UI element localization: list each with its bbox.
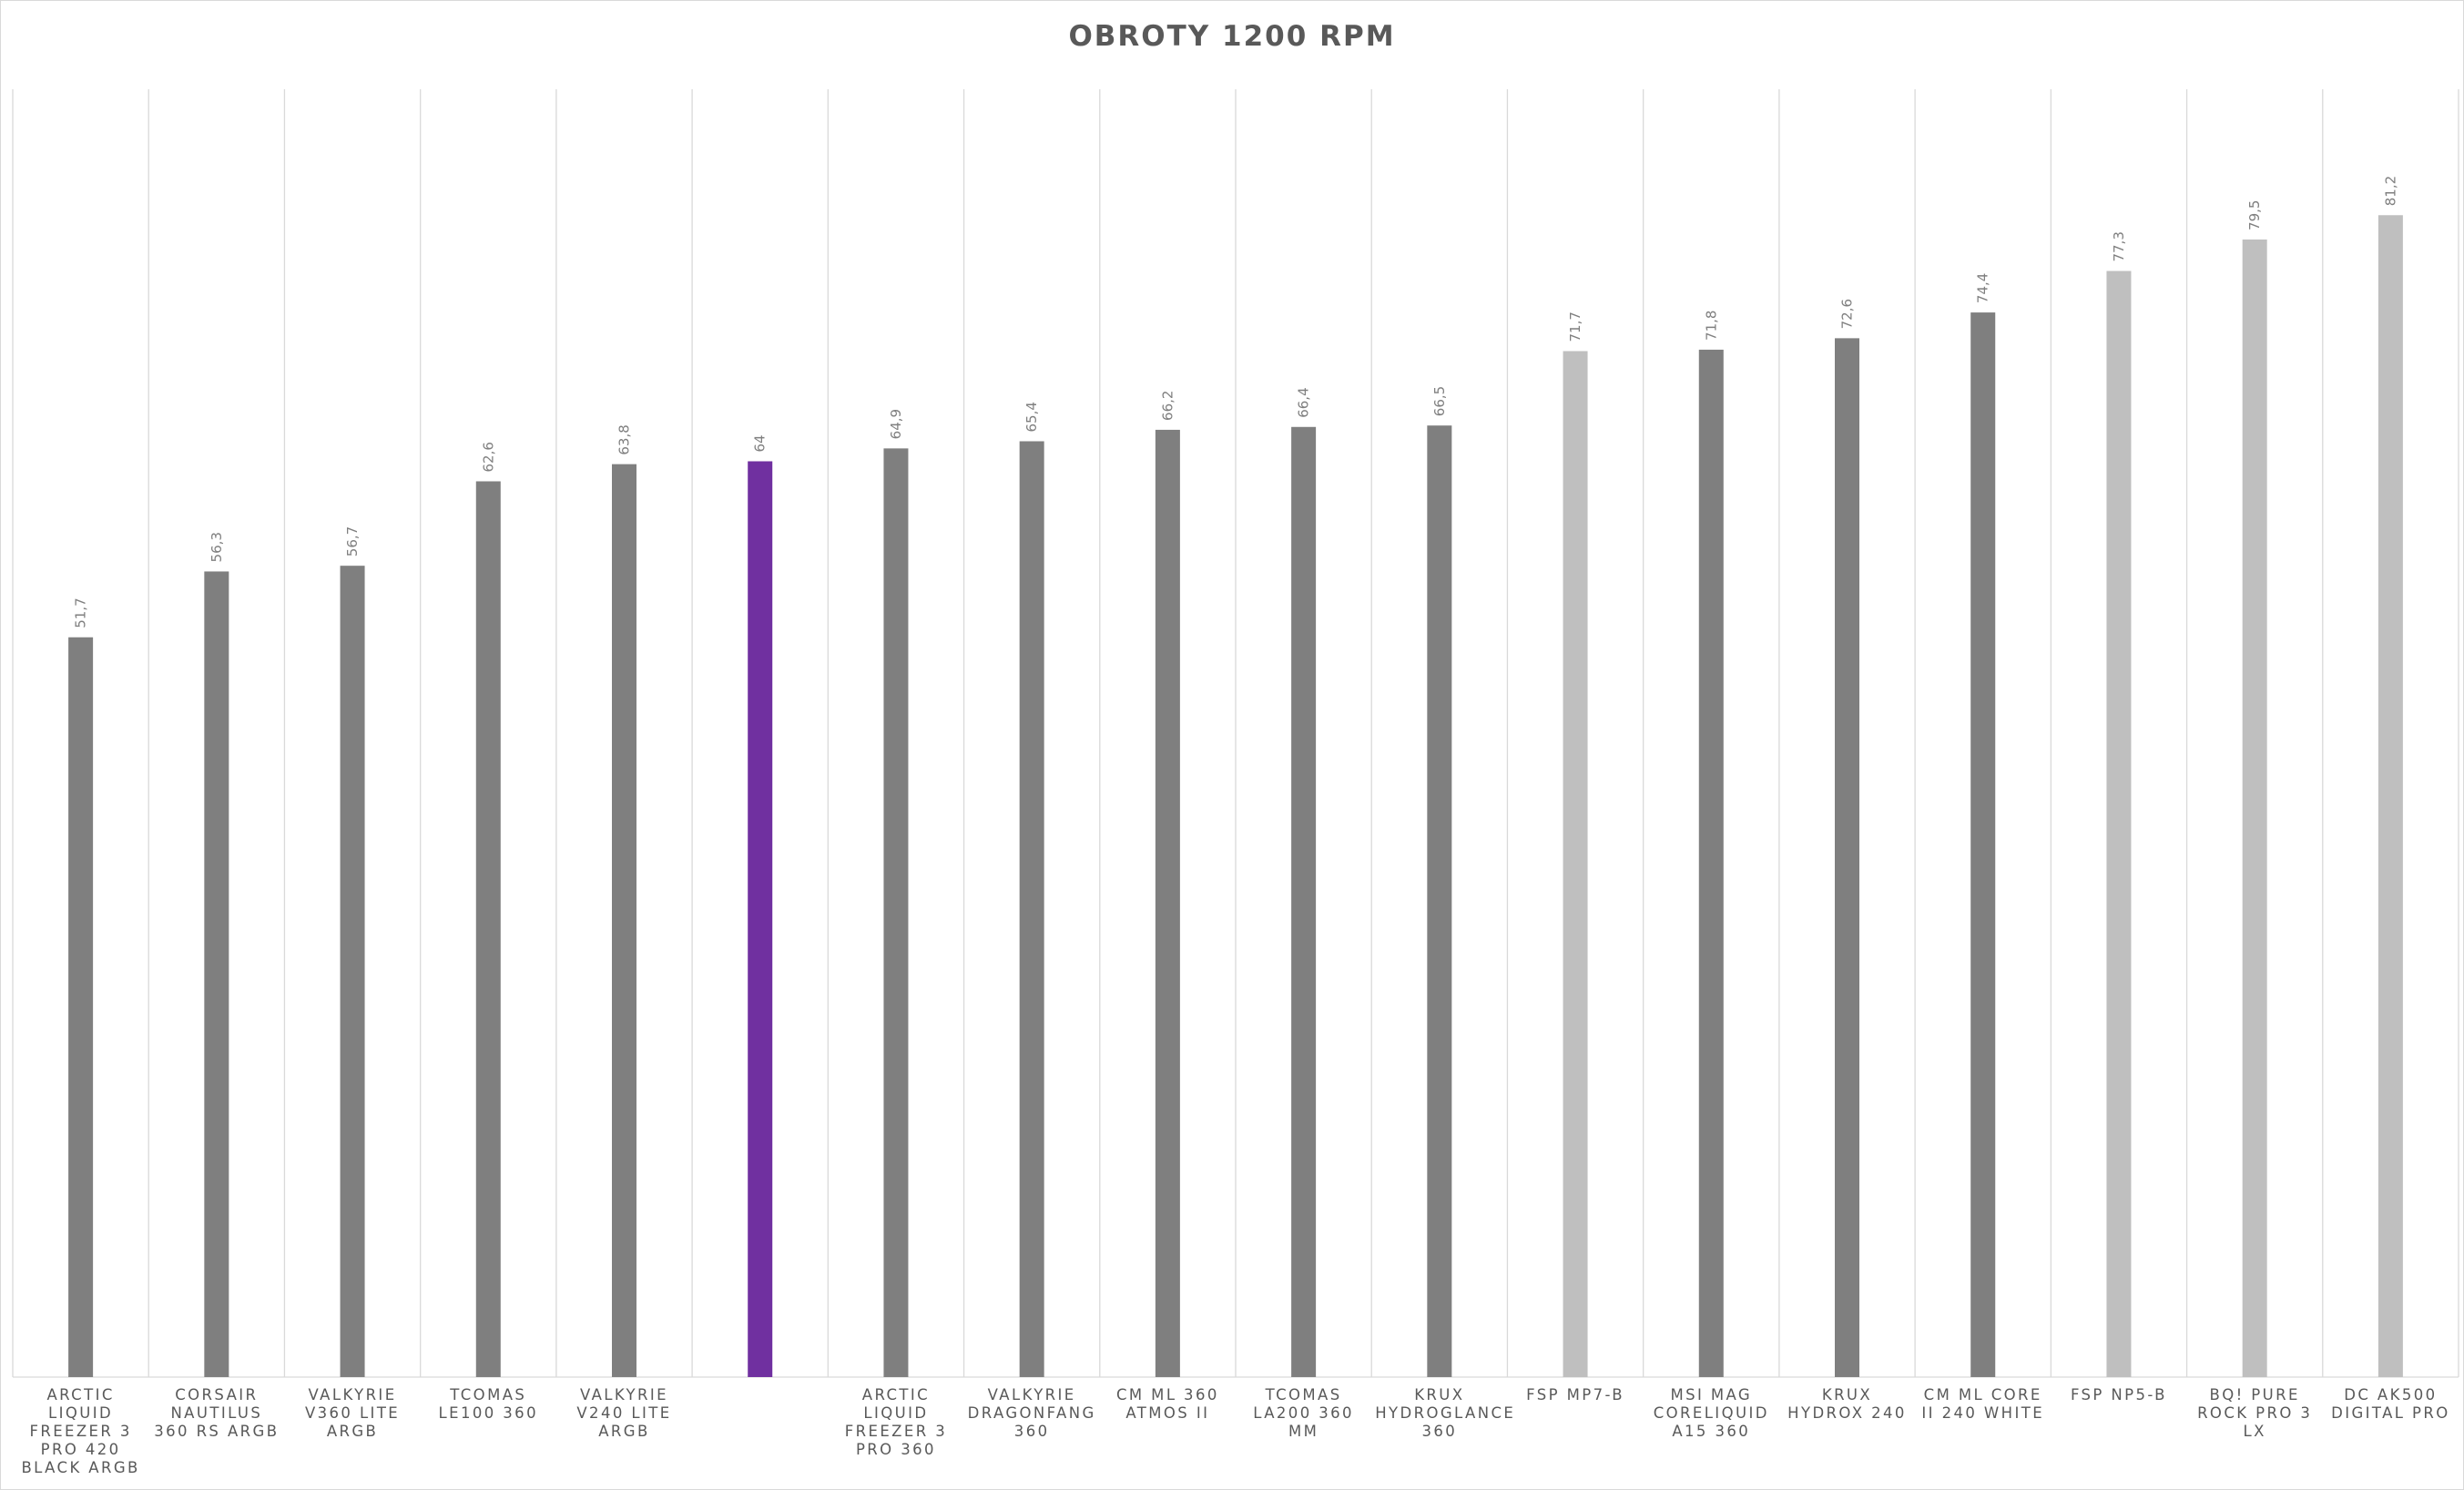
bar xyxy=(1835,338,1859,1378)
x-tick-label: FSP NP5-B xyxy=(2070,1386,2167,1403)
data-label: 51,7 xyxy=(73,597,89,628)
data-label: 72,6 xyxy=(1839,299,1856,329)
data-label: 56,3 xyxy=(209,532,225,562)
gridlines xyxy=(12,89,2459,1378)
x-tick-label: TCOMAS LE100 360 xyxy=(438,1386,538,1422)
data-label: 66,2 xyxy=(1159,391,1176,421)
bar xyxy=(2377,215,2403,1377)
bar xyxy=(748,461,773,1377)
x-tick-label: DC AK500 DIGITAL PRO xyxy=(2331,1386,2450,1422)
x-tick-label: VALKYRIE DRAGONFANG 360 xyxy=(967,1386,1096,1440)
bar xyxy=(1019,441,1044,1377)
data-label: 66,5 xyxy=(1431,386,1448,416)
bars xyxy=(68,215,2403,1378)
data-label: 65,4 xyxy=(1023,402,1040,432)
x-tick-label: KRUX HYDROGLANCE 360 xyxy=(1375,1386,1516,1440)
x-tick-label: MSI MAG CORELIQUID A15 360 xyxy=(1653,1386,1769,1440)
x-tick-label: ARCTIC LIQUID FREEZER 3 PRO 420 BLACK AR… xyxy=(21,1386,140,1476)
data-label: 56,7 xyxy=(344,526,361,556)
data-labels: 51,7 56,3 56,7 62,6 63,8 64 64,9 65,4 66,2 66,4 66… xyxy=(73,176,2399,628)
x-tick-label: VALKYRIE V240 LITE ARGB xyxy=(576,1386,672,1440)
bar xyxy=(475,481,501,1377)
data-label: 74,4 xyxy=(1975,273,1991,303)
x-tick-label: CM ML CORE II 240 WHITE xyxy=(1921,1386,2045,1422)
data-label: 71,7 xyxy=(1567,311,1583,342)
bar xyxy=(2106,270,2132,1377)
x-tick-label: TCOMAS LA200 360 MM xyxy=(1253,1386,1354,1440)
bar xyxy=(1291,426,1317,1377)
data-label: 77,3 xyxy=(2111,231,2127,261)
bar xyxy=(612,464,636,1377)
bar xyxy=(1698,349,1724,1377)
bar xyxy=(1155,429,1180,1377)
x-tick-label: FSP MP7-B xyxy=(1526,1386,1624,1403)
bar xyxy=(68,637,94,1377)
data-label: 71,8 xyxy=(1703,311,1719,341)
x-tick-label: CORSAIR NAUTILUS 360 RS ARGB xyxy=(154,1386,280,1440)
data-label: 62,6 xyxy=(480,442,496,472)
x-tick-label: ARCTIC LIQUID FREEZER 3 PRO 360 xyxy=(844,1386,948,1458)
data-label: 79,5 xyxy=(2246,200,2263,230)
bar xyxy=(2242,239,2267,1377)
data-label: 63,8 xyxy=(616,424,633,454)
bar xyxy=(883,448,909,1377)
chart-title: OBROTY 1200 RPM xyxy=(1068,20,1396,53)
data-label: 66,4 xyxy=(1296,387,1312,417)
bar xyxy=(204,571,229,1377)
x-tick-label: CM ML 360 ATMOS II xyxy=(1115,1386,1219,1422)
bar xyxy=(1427,425,1452,1377)
x-tick-label: BQ! PURE ROCK PRO 3 LX xyxy=(2197,1386,2313,1440)
bar xyxy=(1970,312,1996,1378)
data-label: 64 xyxy=(752,434,769,452)
data-label: 81,2 xyxy=(2382,176,2398,206)
x-tick-label: VALKYRIE V360 LITE ARGB xyxy=(304,1386,401,1440)
bar xyxy=(340,566,365,1377)
data-label: 64,9 xyxy=(888,409,904,439)
x-tick-label: KRUX HYDROX 240 xyxy=(1787,1386,1907,1422)
bar xyxy=(1563,351,1588,1378)
